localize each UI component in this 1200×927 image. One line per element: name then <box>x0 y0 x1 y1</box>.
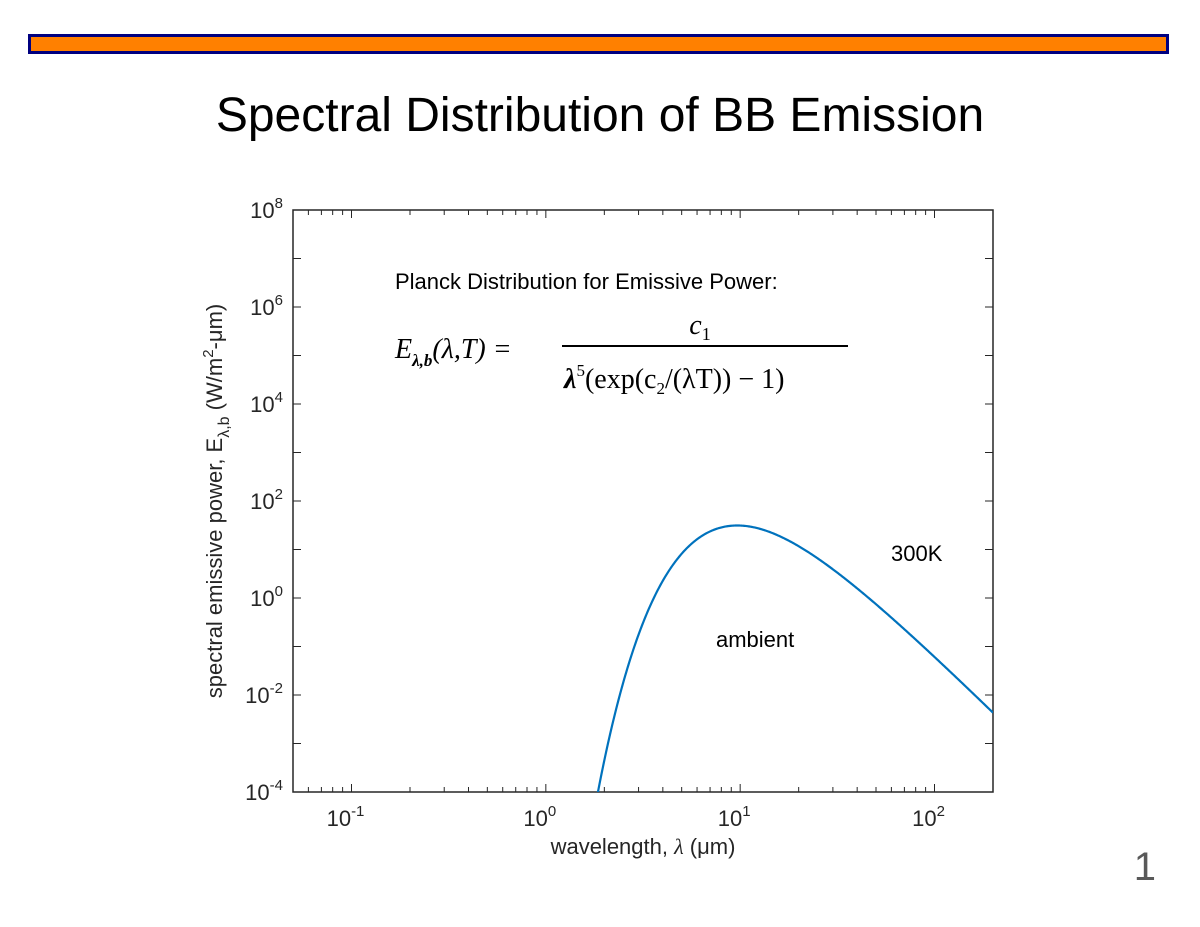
title-accent-bar <box>28 34 1169 54</box>
formula-heading: Planck Distribution for Emissive Power: <box>395 269 778 294</box>
y-tick-label-6: 108 <box>250 195 283 223</box>
formula-denominator: λ5(exp(c2/(λT)) − 1) <box>563 361 785 398</box>
y-tick-label-4: 104 <box>250 389 283 417</box>
x-axis-label: wavelength, λ (μm) <box>550 834 736 859</box>
curve-label-300k: 300K <box>891 541 943 566</box>
formula-lhs: Eλ,b(λ,T) = <box>394 334 512 370</box>
planck-formula: Eλ,b(λ,T) = c1 λ5(exp(c2/(λT)) − 1) <box>394 310 848 398</box>
y-tick-label-2: 100 <box>250 583 283 611</box>
x-tick-label-1: 100 <box>523 803 556 831</box>
y-tick-label-1: 10-2 <box>245 680 283 708</box>
slide-title: Spectral Distribution of BB Emission <box>215 89 985 142</box>
plot-frame <box>292 209 994 793</box>
formula-numerator: c1 <box>689 310 710 344</box>
y-tick-label-5: 106 <box>250 292 283 320</box>
x-tick-label-2: 101 <box>718 803 751 831</box>
y-tick-label-0: 10-4 <box>245 777 283 805</box>
region-label-ambient: ambient <box>716 627 794 652</box>
x-tick-label-3: 102 <box>912 803 945 831</box>
series-line-0 <box>596 524 993 792</box>
x-tick-label-0: 10-1 <box>327 803 365 831</box>
page-number: 1 <box>1133 845 1156 889</box>
y-tick-label-3: 102 <box>250 486 283 514</box>
y-axis-label: spectral emissive power, Eλ,b (W/m2-μm) <box>200 304 233 698</box>
